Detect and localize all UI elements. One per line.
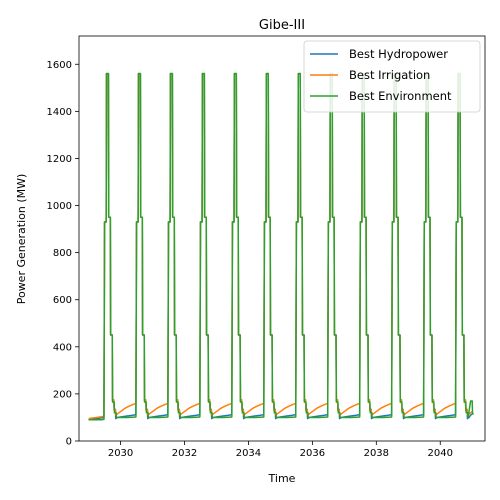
y-tick-label: 1400: [47, 107, 72, 118]
x-tick-label: 2030: [108, 448, 133, 459]
legend-label-best-hydropower: Best Hydropower: [349, 47, 448, 61]
legend: Best Hydropower Best Irrigation Best Envir…: [303, 40, 481, 113]
y-tick-label: 600: [53, 295, 72, 306]
legend-label-best-environment: Best Environment: [349, 89, 452, 103]
legend-box: [303, 40, 481, 113]
legend-label-best-irrigation: Best Irrigation: [349, 68, 430, 82]
y-tick-label: 400: [53, 342, 72, 353]
chart-title: Gibe-III: [259, 18, 305, 33]
y-tick-label: 1200: [47, 154, 72, 165]
series-line-best-environment: [88, 72, 474, 421]
y-axis-label: Power Generation (MW): [15, 174, 28, 305]
x-tick-label: 2036: [300, 448, 325, 459]
x-axis-ticks: 2030 2032 2034 2036 2038 2040: [108, 441, 453, 459]
y-tick-label: 0: [66, 437, 72, 448]
plot-frame: [78, 35, 486, 442]
x-tick-label: 2032: [172, 448, 197, 459]
y-axis-ticks: 0 200 400 600 800 1000 1200 1400 1600: [47, 60, 79, 448]
series-layer: [88, 72, 474, 421]
x-tick-label: 2038: [364, 448, 389, 459]
y-tick-label: 1600: [47, 60, 72, 71]
y-tick-label: 1000: [47, 201, 72, 212]
y-tick-label: 200: [53, 389, 72, 400]
x-tick-label: 2040: [428, 448, 453, 459]
x-tick-label: 2034: [236, 448, 261, 459]
y-tick-label: 800: [53, 248, 72, 259]
x-axis-label: Time: [268, 472, 296, 485]
